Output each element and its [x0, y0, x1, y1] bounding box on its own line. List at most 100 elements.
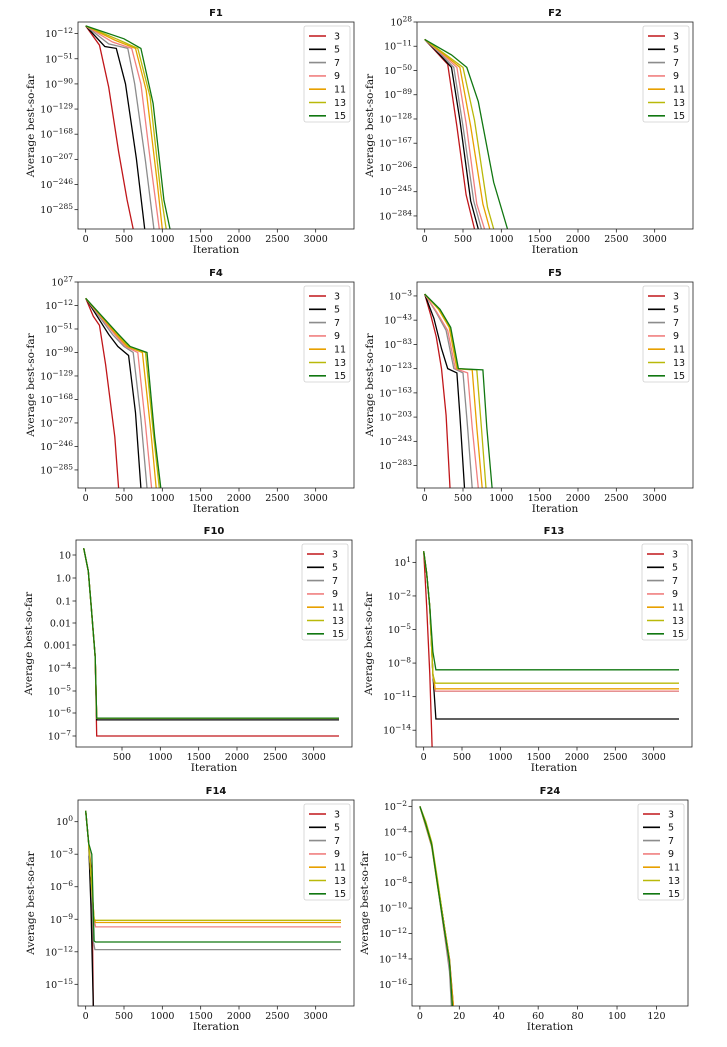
plot-frame	[415, 539, 693, 748]
legend: 3 5 7 9 11 13 15	[301, 543, 349, 641]
y-tick-label: 10−16	[379, 977, 407, 991]
legend-label-3: 3	[334, 291, 340, 302]
chart-title: F1	[209, 8, 223, 19]
chart-f14: F14 0 500 1000 1500 2000 2500 3000 Iteration 100 1…	[25, 786, 355, 1033]
y-tick-label: 101	[394, 555, 411, 569]
legend-label-9: 9	[334, 849, 340, 860]
legend-label-9: 9	[668, 849, 674, 860]
legend-label-3: 3	[673, 31, 679, 42]
series-line-5	[85, 25, 146, 229]
series-line-11	[424, 38, 491, 229]
legend-label-5: 5	[668, 823, 674, 834]
x-tick-label: 2000	[227, 1011, 251, 1022]
x-tick-label: 0	[421, 752, 427, 763]
series-line-15	[85, 810, 341, 943]
y-tick-label: 10−245	[379, 184, 412, 198]
legend-label-11: 11	[673, 345, 685, 356]
x-tick-label: 40	[493, 1011, 505, 1022]
y-tick-label: 10	[59, 551, 71, 562]
legend: 3 5 7 9 11 13 15	[642, 25, 690, 123]
y-axis-label: Average best-so-far	[25, 850, 37, 955]
legend-label-3: 3	[672, 549, 678, 560]
legend-label-7: 7	[332, 576, 338, 587]
x-tick-label: 1000	[489, 493, 513, 504]
series-line-3	[424, 293, 451, 488]
x-tick-label: 2000	[227, 234, 251, 245]
legend-label-7: 7	[334, 318, 340, 329]
y-tick-label: 1.0	[56, 574, 71, 585]
x-axis-label: Iteration	[532, 244, 579, 256]
y-tick-label: 10−6	[50, 879, 73, 893]
legend-label-13: 13	[672, 616, 684, 627]
y-tick-label: 10−14	[379, 951, 407, 965]
x-tick-label: 2000	[227, 493, 251, 504]
x-tick-label: 2500	[265, 1011, 289, 1022]
x-tick-label: 1500	[528, 234, 552, 245]
x-tick-label: 500	[454, 234, 472, 245]
y-tick-label: 10−12	[45, 298, 73, 312]
y-axis-label: Average best-so-far	[364, 332, 376, 437]
series-line-11	[83, 547, 339, 719]
y-tick-label: 10−168	[40, 392, 73, 406]
y-tick-label: 10−10	[379, 901, 407, 915]
y-tick-label: 10−129	[40, 102, 73, 116]
series-line-5	[423, 551, 679, 720]
legend-label-7: 7	[334, 58, 340, 69]
x-tick-label: 1000	[148, 752, 172, 763]
x-tick-label: 100	[608, 1011, 626, 1022]
x-axis-label: Iteration	[193, 1021, 240, 1033]
x-tick-label: 500	[115, 234, 133, 245]
legend-label-5: 5	[332, 563, 338, 574]
y-axis-label: Average best-so-far	[359, 850, 371, 955]
legend-label-15: 15	[673, 111, 685, 122]
x-tick-label: 3000	[304, 234, 328, 245]
series-line-13	[85, 25, 167, 229]
y-tick-label: 10−207	[40, 415, 73, 429]
legend-label-13: 13	[673, 98, 685, 109]
y-tick-label: 10−285	[40, 202, 73, 216]
y-tick-label: 10−50	[384, 63, 412, 77]
y-axis-label: Average best-so-far	[363, 591, 375, 696]
x-tick-label: 1000	[150, 1011, 174, 1022]
series-line-9	[419, 806, 454, 1006]
series-line-11	[85, 25, 163, 229]
y-tick-label: 10−203	[379, 410, 412, 424]
y-tick-label: 1028	[390, 15, 412, 29]
legend-label-13: 13	[334, 876, 346, 887]
y-tick-label: 1027	[51, 275, 73, 289]
series-line-13	[83, 547, 339, 719]
series-line-7	[424, 38, 483, 229]
x-axis-label: Iteration	[193, 244, 240, 256]
y-tick-label: 10−167	[379, 136, 412, 150]
chart-title: F13	[544, 526, 565, 537]
y-tick-label: 10−163	[379, 385, 412, 399]
y-tick-label: 10−2	[388, 588, 411, 602]
legend-label-13: 13	[673, 358, 685, 369]
x-tick-label: 120	[647, 1011, 665, 1022]
y-tick-label: 10−15	[45, 977, 73, 991]
chart-f24: F24 0 20 40 60 80 100 120 Iteration 10−2 10−4 10−6 1…	[359, 786, 689, 1033]
y-tick-label: 0.1	[56, 597, 71, 608]
y-tick-label: 10−129	[40, 368, 73, 382]
x-tick-label: 80	[572, 1011, 584, 1022]
legend-label-7: 7	[673, 318, 679, 329]
series-line-5	[424, 293, 466, 488]
chart-f1: F1 0 500 1000 1500 2000 2500 3000 Iteration 10−12…	[25, 8, 355, 256]
y-tick-label: 10−12	[45, 944, 73, 958]
x-tick-label: 1500	[189, 234, 213, 245]
x-axis-label: Iteration	[193, 503, 240, 515]
legend-label-13: 13	[334, 358, 346, 369]
chart-f10: F10 500 1000 1500 2000 2500 3000 Iteration 10 1.0…	[23, 526, 353, 774]
x-tick-label: 2000	[225, 752, 249, 763]
series-line-15	[423, 551, 679, 671]
legend-label-9: 9	[673, 71, 679, 82]
y-tick-label: 10−168	[40, 127, 73, 141]
legend-label-9: 9	[334, 331, 340, 342]
x-tick-label: 1500	[527, 752, 551, 763]
series-line-7	[85, 25, 155, 229]
legend-label-9: 9	[334, 71, 340, 82]
x-tick-label: 1000	[150, 493, 174, 504]
y-tick-label: 10−246	[40, 177, 73, 191]
legend-label-5: 5	[673, 45, 679, 56]
y-axis-label: Average best-so-far	[23, 591, 35, 696]
